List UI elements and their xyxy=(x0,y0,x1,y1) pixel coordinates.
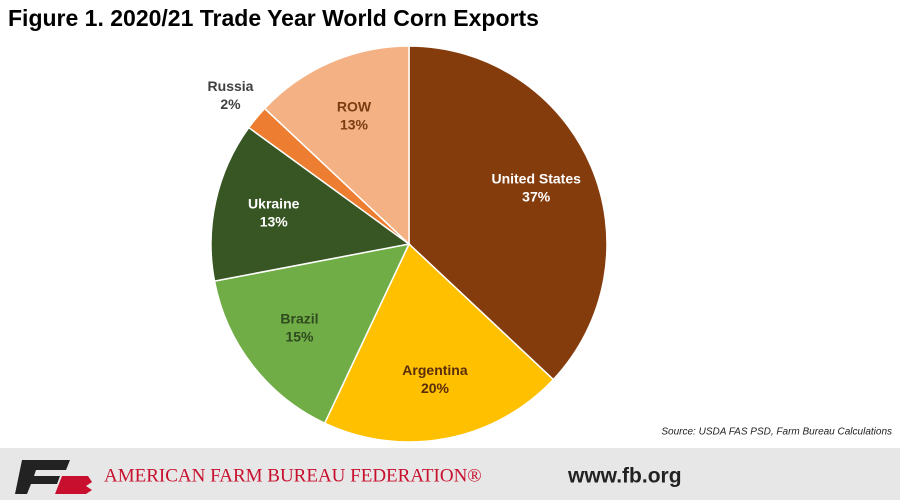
pie-slice xyxy=(323,242,555,443)
value-label: 2% xyxy=(220,96,241,112)
slice-label: Ukraine xyxy=(248,195,300,211)
value-label: 37% xyxy=(522,189,551,205)
pie-slice xyxy=(408,45,608,381)
source: Source: USDA FAS PSD, Farm Bureau Calcul… xyxy=(661,427,892,438)
pie-slice xyxy=(213,242,411,425)
pie-slice xyxy=(263,45,410,246)
chart-title: Figure 1. 2020/21 Trade Year World Corn … xyxy=(8,5,539,31)
pie-slice xyxy=(210,126,411,282)
slice-label: Brazil xyxy=(280,311,318,327)
footer-band xyxy=(0,448,900,500)
value-label: 13% xyxy=(260,213,289,229)
value-label: 20% xyxy=(421,380,450,396)
value-label: 13% xyxy=(340,117,369,133)
slice-label: ROW xyxy=(337,99,372,115)
organization: AMERICAN FARM BUREAU FEDERATION® xyxy=(104,465,482,486)
logo xyxy=(15,460,92,494)
value-label: 15% xyxy=(285,329,314,345)
website: www.fb.org xyxy=(567,465,682,488)
slice-label: Argentina xyxy=(402,362,468,378)
slice-label: United States xyxy=(491,171,581,187)
slice-label: Russia xyxy=(208,78,254,94)
